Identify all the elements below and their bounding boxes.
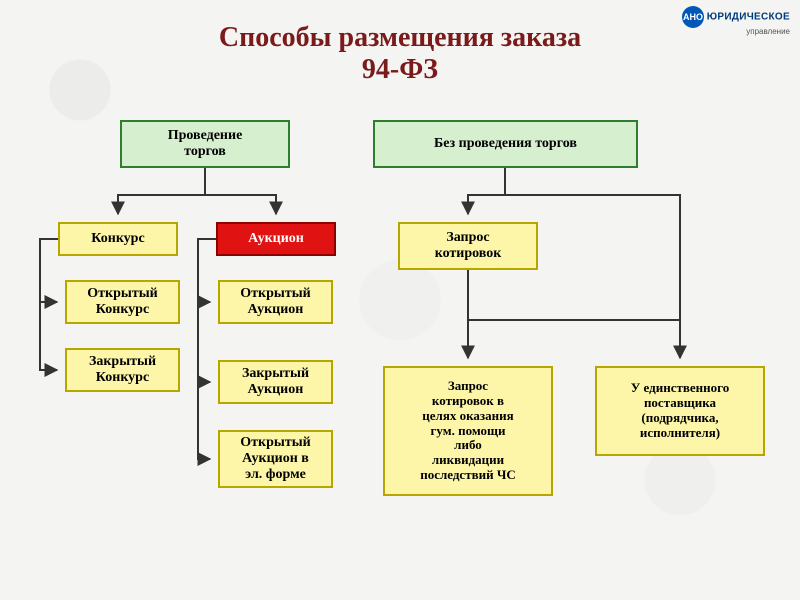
node-oauction: ОткрытыйАукцион [218, 280, 333, 324]
node-auction: Аукцион [216, 222, 336, 256]
node-torg: Проведениеторгов [120, 120, 290, 168]
node-okonkurs: ОткрытыйКонкурс [65, 280, 180, 324]
node-zaprosgum: Запроскотировок вцелях оказаниягум. помо… [383, 366, 553, 496]
page-title: Способы размещения заказа94-ФЗ [0, 0, 800, 86]
node-notorg: Без проведения торгов [373, 120, 638, 168]
node-zauction: ЗакрытыйАукцион [218, 360, 333, 404]
node-eauction: ОткрытыйАукцион вэл. форме [218, 430, 333, 488]
node-edinst: У единственногопоставщика(подрядчика,исп… [595, 366, 765, 456]
node-zkonkurs: ЗакрытыйКонкурс [65, 348, 180, 392]
node-konkurs: Конкурс [58, 222, 178, 256]
node-zapros: Запроскотировок [398, 222, 538, 270]
